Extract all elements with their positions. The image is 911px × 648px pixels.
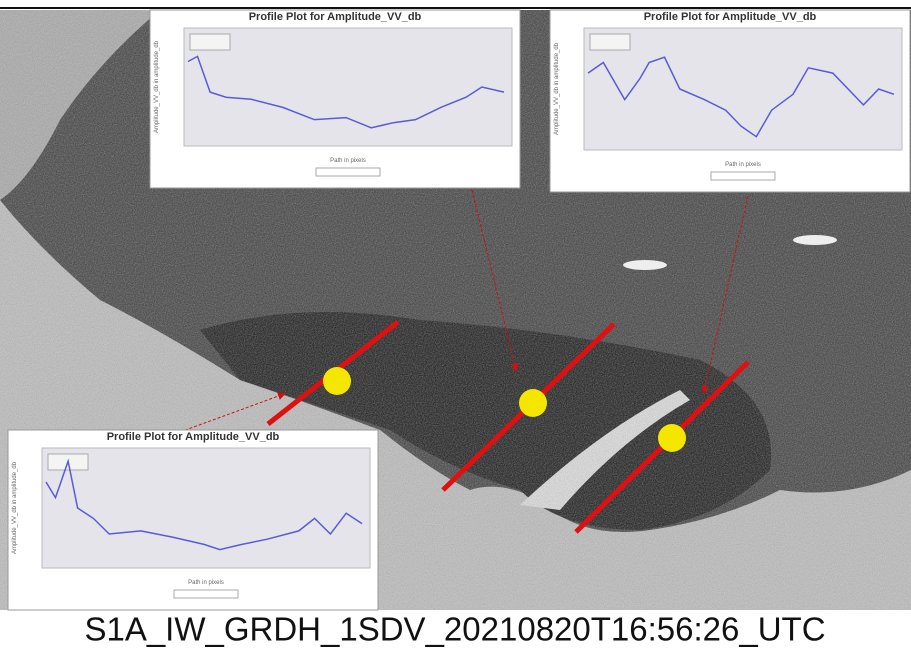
- page: Profile Plot for Amplitude_VV_db Amplitud…: [0, 0, 911, 648]
- y-axis-label: Amplitude_VV_db in amplitude_db: [12, 461, 18, 554]
- legend-footer: [174, 590, 238, 598]
- legend-footer: [711, 172, 775, 180]
- plot-area: [42, 448, 370, 568]
- plot-title: Profile Plot for Amplitude_VV_db: [644, 11, 817, 23]
- profile-plot: Profile Plot for Amplitude_VV_db Amplitud…: [550, 10, 910, 192]
- y-axis-label: Amplitude_VV_db in amplitude_db: [554, 42, 560, 135]
- legend-box: [190, 34, 230, 50]
- profile-plot: Profile Plot for Amplitude_VV_db Amplitud…: [150, 10, 520, 188]
- x-axis-label: Path in pixels: [330, 158, 366, 164]
- plot-title: Profile Plot for Amplitude_VV_db: [107, 431, 280, 443]
- legend-footer: [316, 168, 380, 176]
- legend-box: [590, 34, 630, 50]
- caption: S1A_IW_GRDH_1SDV_20210820T16:56:26_UTC: [84, 611, 825, 648]
- x-axis-label: Path in pixels: [188, 580, 224, 586]
- profile-plot: Profile Plot for Amplitude_VV_db Amplitud…: [8, 430, 378, 610]
- x-axis-label: Path in pixels: [725, 162, 761, 168]
- plot-title: Profile Plot for Amplitude_VV_db: [249, 11, 422, 23]
- figure: Profile Plot for Amplitude_VV_db Amplitud…: [0, 0, 911, 648]
- y-axis-label: Amplitude_VV_db in amplitude_db: [154, 40, 160, 133]
- plot-area: [184, 28, 512, 146]
